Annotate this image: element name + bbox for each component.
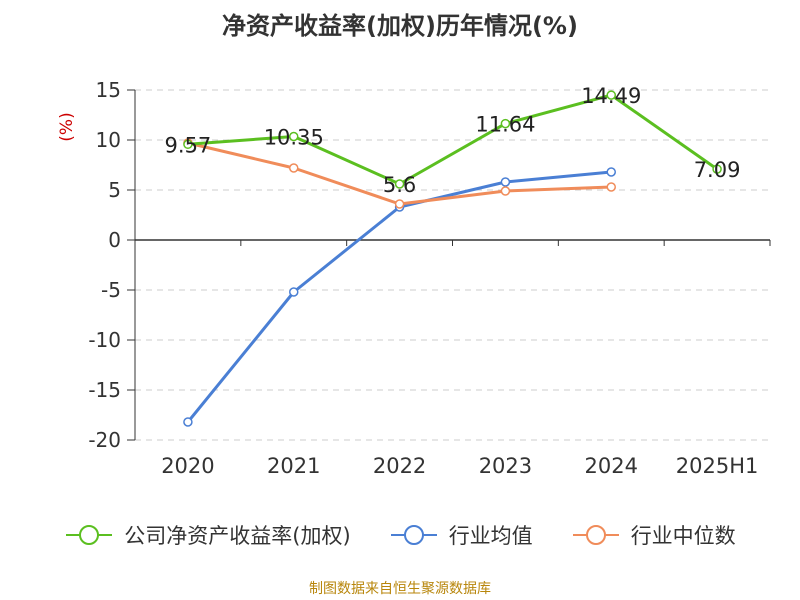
data-point bbox=[500, 186, 511, 196]
legend: 公司净资产收益率(加权) 行业均值 行业中位数 bbox=[0, 520, 800, 550]
data-point bbox=[606, 167, 616, 177]
legend-label: 行业均值 bbox=[448, 524, 533, 548]
data-point bbox=[394, 179, 405, 189]
axes: 15 10 5 0 -5 -10 -15 -20 2020 2021 2022 2023 2024 202… bbox=[57, 78, 771, 478]
data-point bbox=[500, 118, 511, 129]
data-point bbox=[606, 182, 616, 192]
legend-swatch-icon bbox=[572, 525, 619, 545]
data-label: 9.57 bbox=[165, 133, 212, 157]
data-point bbox=[183, 417, 193, 427]
y-tick-label: 15 bbox=[96, 78, 121, 102]
source-note: 制图数据来自恒生聚源数据库 bbox=[309, 581, 491, 597]
legend-swatch-icon bbox=[66, 525, 113, 545]
y-axis-label: (%) bbox=[57, 112, 77, 141]
x-tick-label: 2022 bbox=[373, 454, 426, 478]
series-line bbox=[187, 93, 718, 186]
data-point bbox=[712, 164, 722, 174]
legend-item: 行业中位数 bbox=[571, 520, 736, 550]
x-tick-label: 2020 bbox=[161, 454, 214, 478]
data-points bbox=[183, 90, 722, 427]
legend-item: 公司净资产收益率(加权) bbox=[64, 520, 351, 550]
y-tick-label: -5 bbox=[101, 278, 121, 302]
y-tick-label: -20 bbox=[88, 428, 121, 452]
grid-lines bbox=[135, 89, 770, 441]
data-label: 7.09 bbox=[694, 158, 741, 182]
x-tick-label: 2023 bbox=[479, 454, 532, 478]
data-point bbox=[289, 131, 299, 142]
y-tick-label: -15 bbox=[88, 378, 121, 402]
data-point bbox=[394, 199, 405, 209]
data-labels: 9.57 10.35 5.6 11.64 14.49 7.09 bbox=[165, 84, 741, 197]
legend-swatch-icon bbox=[390, 525, 437, 545]
y-tick-label: 0 bbox=[108, 228, 121, 252]
y-tick-label: 5 bbox=[108, 178, 121, 202]
x-tick-label: 2024 bbox=[585, 454, 638, 478]
data-point bbox=[606, 90, 616, 100]
data-point bbox=[289, 287, 299, 297]
data-point bbox=[289, 163, 299, 173]
data-label: 10.35 bbox=[264, 126, 324, 150]
x-tick-label: 2021 bbox=[267, 454, 320, 478]
data-label: 5.6 bbox=[383, 173, 416, 197]
chart-title: 净资产收益率(加权)历年情况(%) bbox=[222, 12, 578, 40]
x-tick-label: 2025H1 bbox=[676, 454, 759, 478]
data-label: 11.64 bbox=[475, 113, 535, 137]
y-tick-label: -10 bbox=[88, 328, 121, 352]
data-label: 14.49 bbox=[581, 84, 641, 108]
legend-item: 行业均值 bbox=[389, 520, 533, 550]
data-point bbox=[500, 177, 511, 187]
y-tick-label: 10 bbox=[96, 128, 121, 152]
data-point bbox=[183, 139, 193, 150]
legend-label: 公司净资产收益率(加权) bbox=[124, 524, 351, 548]
legend-label: 行业中位数 bbox=[630, 524, 736, 548]
